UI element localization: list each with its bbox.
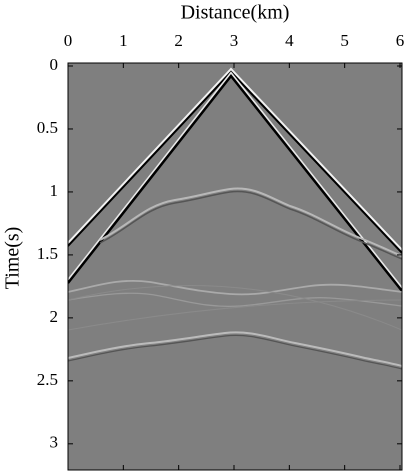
y-tick-label: 3 [50,433,59,452]
y-tick-label: 2 [50,307,59,326]
x-tick-label: 3 [230,31,239,50]
x-tick-label: 2 [174,31,183,50]
seismic-image [68,67,402,370]
y-tick-label: 0 [50,55,59,74]
x-tick-label: 0 [64,31,73,50]
x-tick-label: 4 [285,31,294,50]
y-tick-label: 1.5 [37,244,58,263]
y-tick-label: 2.5 [37,370,58,389]
x-axis-label: Distance(km) [181,2,290,24]
y-axis-label: Time(s) [2,227,24,290]
x-tick-label: 5 [340,31,349,50]
plot-frame [67,62,403,471]
y-tick-label: 1 [50,181,59,200]
plot-background [68,63,402,470]
x-tick-label: 6 [396,31,405,50]
x-tick-label: 1 [119,31,128,50]
y-tick-label: 0.5 [37,118,58,137]
